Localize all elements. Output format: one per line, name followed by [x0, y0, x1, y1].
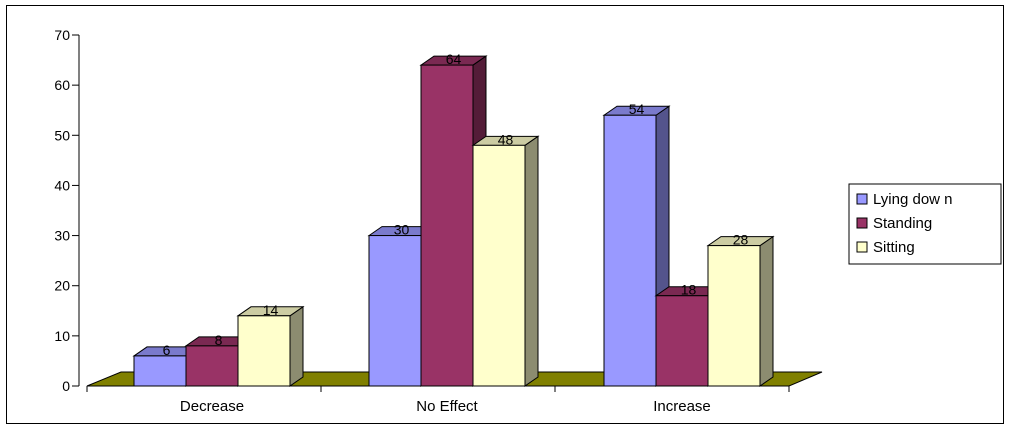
y-tick-label: 30 — [54, 228, 70, 244]
bar-front — [472, 144, 526, 387]
legend-label: Standing — [873, 215, 932, 232]
data-label: 6 — [163, 342, 171, 358]
bar-side — [759, 235, 774, 387]
data-label: 64 — [446, 51, 462, 67]
chart-bars — [132, 55, 775, 387]
y-tick-label: 70 — [54, 27, 70, 43]
bar-side — [289, 305, 304, 387]
y-tick-label: 50 — [54, 127, 70, 143]
bar-front — [133, 355, 187, 387]
data-label: 30 — [394, 222, 410, 238]
data-label: 28 — [733, 232, 749, 248]
x-category-label: Decrease — [180, 398, 244, 415]
y-tick-label: 10 — [54, 328, 70, 344]
y-tick-label: 40 — [54, 177, 70, 193]
bar-side — [524, 135, 539, 387]
y-tick-label: 20 — [54, 278, 70, 294]
bar — [236, 305, 305, 387]
data-label: 18 — [681, 282, 697, 298]
legend-swatch — [856, 241, 868, 253]
legend-box — [848, 183, 1002, 265]
legend-label: Lying dow n — [873, 191, 953, 208]
bar — [471, 135, 540, 387]
y-tick-label: 0 — [62, 378, 70, 394]
bar-front — [420, 64, 474, 387]
data-label: 54 — [629, 101, 645, 117]
chart-legend: Lying dow n Standing Sitting — [848, 183, 1002, 265]
bar-front — [185, 345, 239, 387]
bar-front — [368, 235, 422, 387]
y-tick-label: 60 — [54, 77, 70, 93]
data-label: 8 — [215, 332, 223, 348]
legend-label: Sitting — [873, 239, 915, 256]
data-label: 14 — [263, 302, 279, 318]
bar-front — [237, 315, 291, 387]
legend-swatch — [856, 193, 868, 205]
data-label: 48 — [498, 131, 514, 147]
bar-front — [655, 295, 709, 387]
bar — [706, 235, 775, 387]
bar-front — [707, 245, 761, 387]
chart-data-labels: 6 8 14 30 64 48 54 18 28 — [163, 51, 749, 358]
bar-front — [603, 114, 657, 387]
bar-chart: 0 10 20 30 40 50 60 70 Decrease No Effect Increase… — [54, 27, 1002, 415]
chart-frame: 0 10 20 30 40 50 60 70 Decrease No Effect Increase… — [6, 5, 1004, 424]
x-category-label: No Effect — [416, 398, 478, 415]
x-category-label: Increase — [653, 398, 711, 415]
legend-swatch — [856, 217, 868, 229]
